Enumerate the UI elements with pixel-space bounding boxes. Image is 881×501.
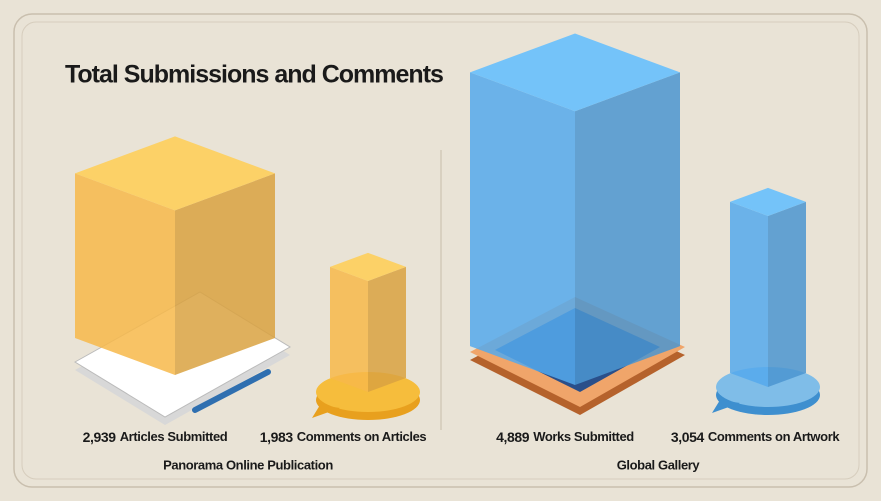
bar-right-face — [368, 266, 406, 392]
data-label: 2,939 Articles Submitted — [83, 429, 228, 445]
category-label: Articles Submitted — [120, 429, 228, 444]
value-label: 4,889 — [496, 429, 530, 445]
bar-right-face — [175, 173, 275, 375]
value-label: 3,054 — [671, 429, 705, 445]
frame-border — [13, 13, 868, 488]
data-label: 3,054 Comments on Artwork — [671, 429, 841, 445]
bar-left-face — [730, 201, 768, 387]
bar-left-face — [75, 173, 175, 375]
value-label: 2,939 — [83, 429, 117, 445]
group-label: Global Gallery — [617, 457, 701, 472]
bar-left-face — [330, 266, 368, 392]
bar-top-face — [330, 252, 406, 281]
bar-left-face — [470, 72, 575, 385]
bar-right-face — [575, 72, 680, 385]
category-label: Comments on Articles — [297, 429, 427, 444]
data-label: 4,889 Works Submitted — [496, 429, 634, 445]
frame-border-inner — [21, 21, 860, 480]
category-label: Works Submitted — [533, 429, 634, 444]
group-label: Panorama Online Publication — [163, 457, 333, 472]
bar-top-face — [75, 136, 275, 211]
category-label: Comments on Artwork — [708, 429, 840, 444]
bar-top-face — [730, 187, 806, 216]
bar-top-face — [470, 33, 680, 112]
data-label: 1,983 Comments on Articles — [260, 429, 427, 445]
bar-right-face — [768, 201, 806, 387]
value-label: 1,983 — [260, 429, 294, 445]
chart-title: Total Submissions and Comments — [65, 61, 443, 89]
